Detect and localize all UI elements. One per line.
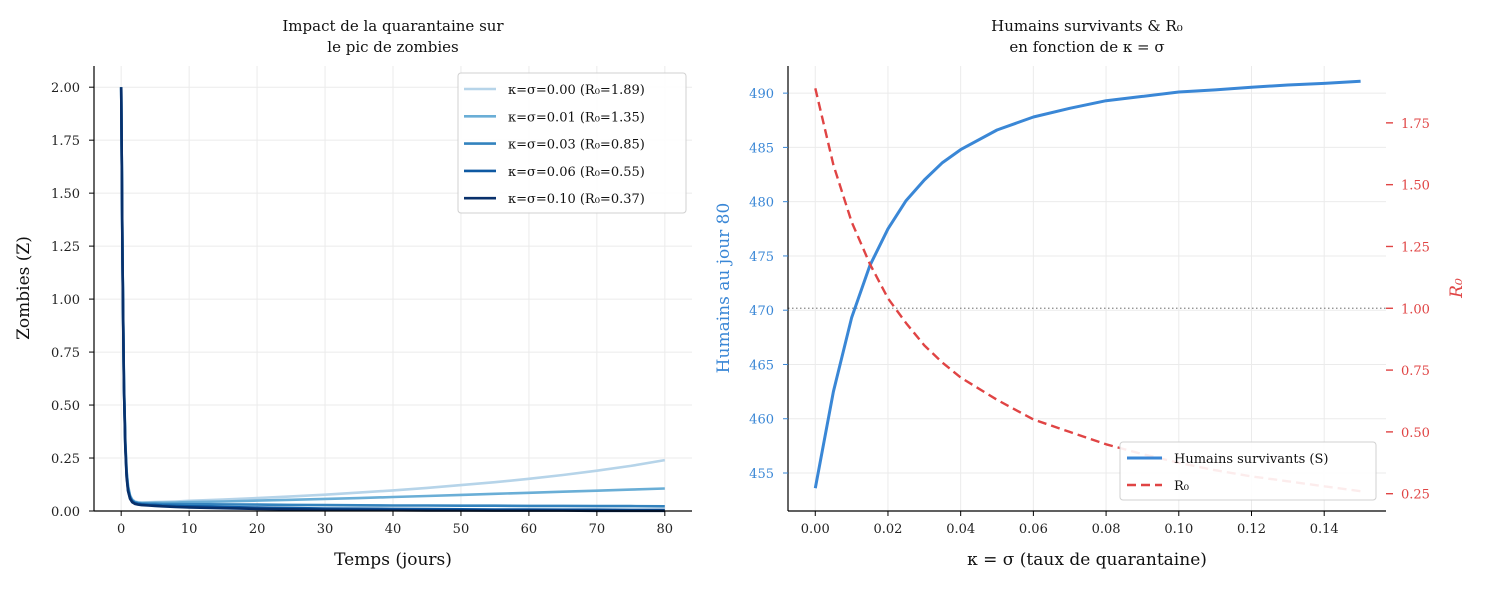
left-y-tick-label: 0.00	[51, 505, 80, 520]
left-y-tick-label: 2.00	[51, 81, 80, 96]
right-title-line-2: en fonction de κ = σ	[1009, 38, 1164, 56]
right-left-y-tick-label: 465	[749, 358, 774, 373]
right-x-tick-label: 0.02	[873, 522, 902, 537]
right-legend-frame	[1119, 441, 1377, 501]
left-y-tick-label: 1.25	[51, 240, 80, 255]
left-x-tick-label: 30	[317, 522, 334, 537]
left-y-tick-label: 0.50	[51, 399, 80, 414]
right-legend-label-0: Humains survivants (S)	[1174, 452, 1328, 467]
right-x-ticks: 0.00 0.02 0.04 0.06 0.08 0.10 0.12 0.14	[801, 511, 1339, 537]
left-title-line-1: Impact de la quarantaine sur	[282, 17, 504, 35]
right-x-axis-label: κ = σ (taux de quarantaine)	[967, 550, 1207, 570]
left-x-tick-label: 0	[117, 522, 125, 537]
left-legend-label-1: κ=σ=0.01 (R₀=1.35)	[508, 110, 645, 125]
right-secondary-y-tick-label: 1.50	[1401, 179, 1430, 194]
right-x-tick-label: 0.10	[1164, 522, 1193, 537]
right-secondary-y-ticks: 0.25 0.50 0.75 1.00 1.25 1.50 1.75	[1386, 117, 1430, 503]
right-left-y-tick-label: 480	[749, 196, 774, 211]
left-x-tick-label: 10	[181, 522, 198, 537]
right-left-y-tick-label: 490	[749, 87, 774, 102]
right-x-tick-label: 0.08	[1092, 522, 1121, 537]
right-x-tick-label: 0.14	[1310, 522, 1339, 537]
left-x-tick-label: 60	[521, 522, 538, 537]
right-secondary-y-axis-label: R₀	[1447, 278, 1467, 299]
left-x-tick-label: 70	[589, 522, 606, 537]
right-secondary-y-tick-label: 0.25	[1401, 488, 1430, 503]
left-y-axis-label: Zombies (Z)	[14, 236, 34, 340]
left-x-ticks: 0 10 20 30 40 50 60 70 80	[117, 511, 673, 537]
left-x-axis-label: Temps (jours)	[334, 550, 452, 570]
left-x-tick-label: 50	[453, 522, 470, 537]
right-x-tick-label: 0.04	[946, 522, 975, 537]
right-x-tick-label: 0.12	[1237, 522, 1266, 537]
left-y-tick-label: 1.75	[51, 134, 80, 149]
right-secondary-y-tick-label: 1.00	[1401, 302, 1430, 317]
left-title-line-2: le pic de zombies	[327, 38, 458, 56]
left-y-ticks: 0.00 0.25 0.50 0.75 1.00 1.25 1.50 1.75 2.00	[51, 81, 94, 520]
right-legend-label-1: R₀	[1174, 479, 1189, 494]
left-legend-label-4: κ=σ=0.10 (R₀=0.37)	[508, 192, 645, 207]
left-x-tick-label: 40	[385, 522, 402, 537]
right-left-y-tick-label: 470	[749, 304, 774, 319]
right-secondary-y-tick-label: 0.75	[1401, 364, 1430, 379]
left-legend-frame	[457, 72, 687, 214]
right-series	[813, 79, 1361, 493]
left-legend-label-3: κ=σ=0.06 (R₀=0.55)	[508, 165, 645, 180]
right-left-y-tick-label: 475	[749, 250, 774, 265]
left-y-tick-label: 1.00	[51, 293, 80, 308]
right-secondary-y-tick-label: 0.50	[1401, 426, 1430, 441]
right-left-y-tick-label: 455	[749, 467, 774, 482]
right-chart: Humains survivants & R₀ en fonction de κ…	[714, 17, 1467, 570]
left-y-tick-label: 1.50	[51, 187, 80, 202]
right-title-line-1: Humains survivants & R₀	[991, 17, 1183, 35]
right-left-y-tick-label: 485	[749, 141, 774, 156]
right-series-line-0	[813, 79, 1361, 489]
left-x-tick-label: 20	[249, 522, 266, 537]
right-secondary-y-tick-label: 1.25	[1401, 240, 1430, 255]
right-x-tick-label: 0.06	[1019, 522, 1048, 537]
left-y-tick-label: 0.25	[51, 452, 80, 467]
right-secondary-y-tick-label: 1.75	[1401, 117, 1430, 132]
left-legend-label-0: κ=σ=0.00 (R₀=1.89)	[508, 83, 645, 98]
left-y-tick-label: 0.75	[51, 346, 80, 361]
right-left-y-axis-label: Humains au jour 80	[714, 203, 734, 374]
right-x-tick-label: 0.00	[801, 522, 830, 537]
right-left-y-ticks: 455 460 465 470 475 480 485 490	[749, 87, 788, 482]
left-x-tick-label: 80	[657, 522, 674, 537]
left-chart: Impact de la quarantaine sur le pic de z…	[14, 17, 692, 570]
left-legend-label-2: κ=σ=0.03 (R₀=0.85)	[508, 138, 645, 153]
right-legend: Humains survivants (S) R₀	[1119, 441, 1377, 501]
left-legend: κ=σ=0.00 (R₀=1.89) κ=σ=0.01 (R₀=1.35) κ=σ=…	[457, 72, 687, 214]
right-series-line-1	[814, 88, 1361, 493]
right-left-y-tick-label: 460	[749, 413, 774, 428]
